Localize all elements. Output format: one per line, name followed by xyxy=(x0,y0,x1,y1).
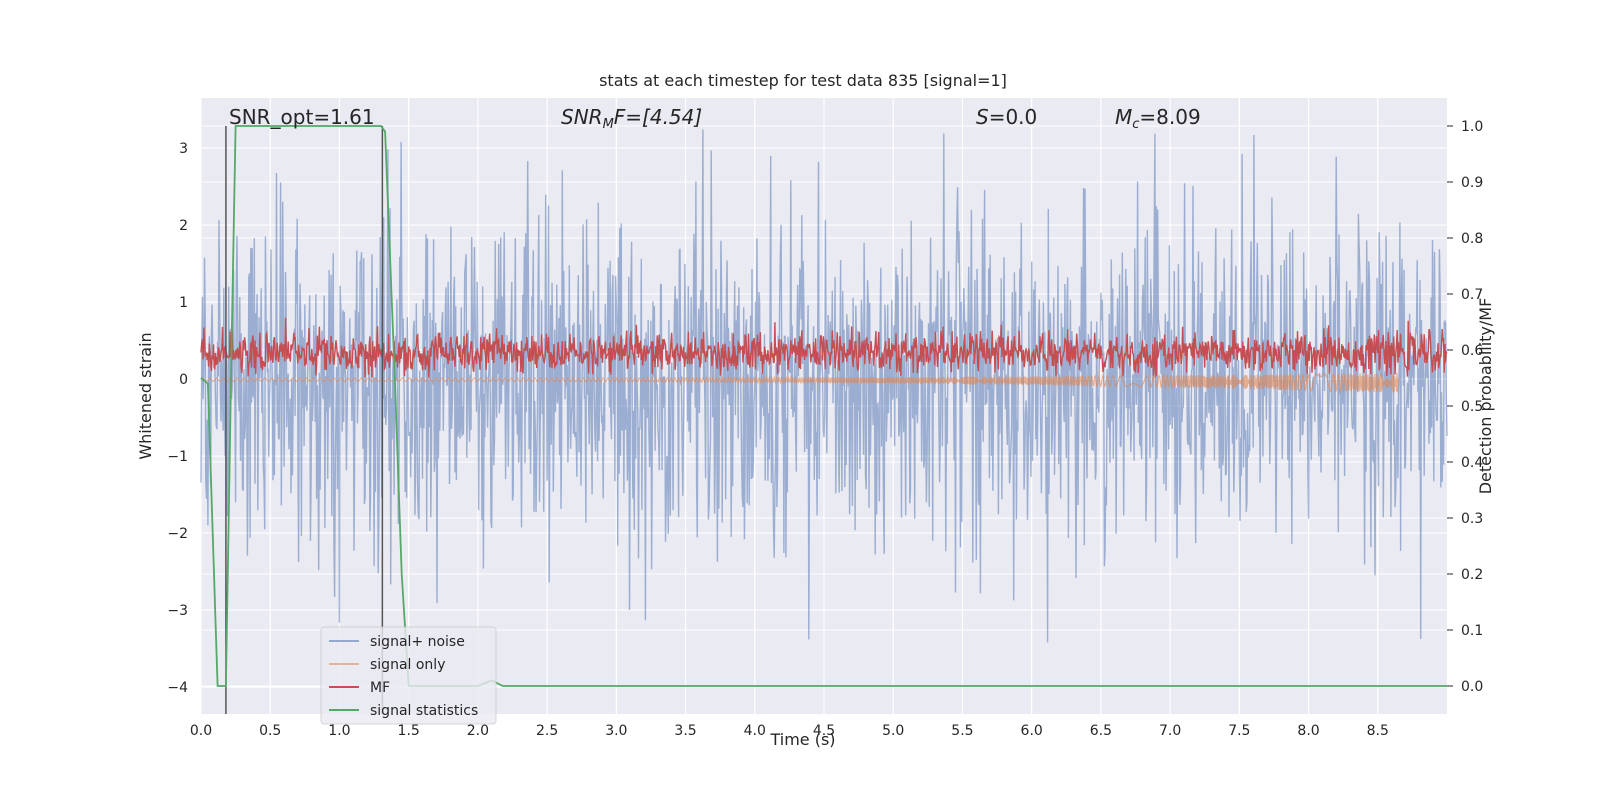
y-right-axis-title: Detection probability/MF xyxy=(1476,298,1495,495)
x-tick-label: 3.5 xyxy=(674,723,696,739)
y-right-tick-label: 0.2 xyxy=(1461,567,1483,583)
series-mf xyxy=(200,317,1448,378)
y-right-tick-label: 0.5 xyxy=(1461,399,1483,415)
x-tick-label: 1.5 xyxy=(398,723,420,739)
x-tick-label: 2.5 xyxy=(536,723,558,739)
x-tick-label: 6.5 xyxy=(1090,723,1112,739)
annotation-mc-rest: =8.09 xyxy=(1139,105,1200,129)
legend-label-mf: MF xyxy=(370,680,390,696)
legend-box xyxy=(320,626,497,725)
x-tick-label: 0.5 xyxy=(259,723,281,739)
annotation-s: S=0.0 xyxy=(976,105,1037,129)
x-tick-label: 0.0 xyxy=(190,723,212,739)
y-right-tick-label: 0.1 xyxy=(1461,623,1483,639)
y-left-tick-label: −2 xyxy=(167,526,188,542)
y-right-axis-ticks: 1.0 0.9 0.8 0.7 0.6 0.5 0.4 0.3 0.2 0.1 0.0 xyxy=(1447,119,1483,695)
annotation-snr-mf-base: SNR xyxy=(561,105,603,129)
annotation-snr-mf-rest: F=[4.54] xyxy=(614,105,702,129)
chart-title: stats at each timestep for test data 835… xyxy=(599,71,1007,90)
y-left-tick-label: 0 xyxy=(179,372,188,388)
legend-label-signal-plus-noise: signal+ noise xyxy=(370,634,465,650)
series-signal-plus-noise xyxy=(200,129,1448,643)
legend-label-signal-only: signal only xyxy=(370,657,445,673)
x-axis-ticks: 0.0 0.5 1.0 1.5 2.0 2.5 3.0 3.5 4.0 4.5 5.0 5.5 6.0 6… xyxy=(190,723,1389,739)
annotation-mc: Mc=8.09 xyxy=(1115,105,1201,132)
y-right-tick-label: 0.8 xyxy=(1461,231,1483,247)
annotation-snr-mf: SNRMF=[4.54] xyxy=(561,105,702,132)
x-tick-label: 1.0 xyxy=(328,723,350,739)
x-tick-label: 7.5 xyxy=(1228,723,1250,739)
y-left-axis-title: Whitened strain xyxy=(136,332,155,459)
x-tick-label: 8.0 xyxy=(1297,723,1319,739)
y-left-tick-label: 2 xyxy=(179,218,188,234)
y-right-tick-label: 0.4 xyxy=(1461,455,1483,471)
annotation-mc-base: M xyxy=(1115,105,1132,129)
x-tick-label: 6.0 xyxy=(1021,723,1043,739)
x-tick-label: 3.0 xyxy=(605,723,627,739)
y-left-tick-label: 3 xyxy=(179,141,188,157)
x-tick-label: 7.0 xyxy=(1159,723,1181,739)
x-tick-label: 5.0 xyxy=(882,723,904,739)
x-axis-title: Time (s) xyxy=(769,730,835,749)
y-right-tick-label: 0.0 xyxy=(1461,679,1483,695)
legend: signal+ noise signal only MF signal stat… xyxy=(320,626,497,725)
x-tick-label: 5.5 xyxy=(951,723,973,739)
x-tick-label: 4.0 xyxy=(744,723,766,739)
x-tick-label: 2.0 xyxy=(467,723,489,739)
legend-label-signal-statistics: signal statistics xyxy=(370,703,478,719)
y-right-tick-label: 0.7 xyxy=(1461,287,1483,303)
annotation-snr-mf-sub: M xyxy=(603,117,614,132)
annotation-snr-opt: SNR_opt=1.61 xyxy=(229,105,375,129)
y-right-tick-label: 1.0 xyxy=(1461,119,1483,135)
series-signal-only xyxy=(200,372,1400,394)
annotation-mc-sub: c xyxy=(1132,117,1139,132)
y-right-tick-label: 0.6 xyxy=(1461,343,1483,359)
y-right-tick-label: 0.3 xyxy=(1461,511,1483,527)
y-left-tick-label: −3 xyxy=(167,603,188,619)
y-left-tick-label: 1 xyxy=(179,295,188,311)
x-tick-label: 4.5 xyxy=(813,723,835,739)
x-tick-label: 8.5 xyxy=(1367,723,1389,739)
annotation-s-base: S xyxy=(976,105,989,129)
y-left-tick-label: −1 xyxy=(167,449,188,465)
y-right-tick-label: 0.9 xyxy=(1461,175,1483,191)
annotation-s-rest: =0.0 xyxy=(989,105,1038,129)
y-left-tick-label: −4 xyxy=(167,680,188,696)
y-left-axis-ticks: 3 2 1 0 −1 −2 −3 −4 xyxy=(167,141,188,696)
